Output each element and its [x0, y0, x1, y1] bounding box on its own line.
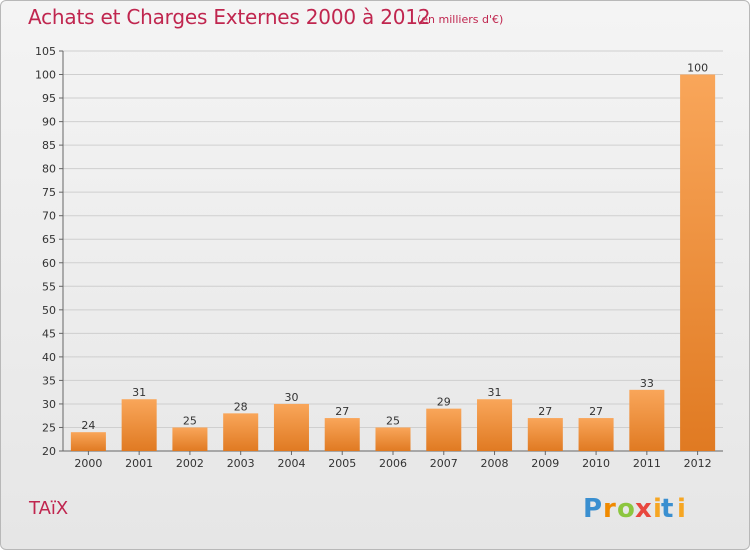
bar-2008: [477, 399, 513, 451]
y-tick-label: 45: [42, 327, 56, 340]
bar-2003: [223, 413, 259, 451]
x-tick-label: 2002: [176, 457, 204, 470]
x-tick-label: 2009: [531, 457, 559, 470]
bar-value-label: 100: [687, 62, 708, 75]
y-tick-label: 70: [42, 210, 56, 223]
x-tick-label: 2000: [74, 457, 102, 470]
y-tick-label: 65: [42, 233, 56, 246]
logo-letter-i-2: i: [677, 494, 686, 524]
label-layer: 24 31 25 28 30 27 25 29 31 27 27 33 100: [81, 62, 708, 433]
y-tick-label: 95: [42, 92, 56, 105]
y-tick-label: 75: [42, 186, 56, 199]
grid-layer: [63, 50, 723, 452]
x-tick-label: 2010: [582, 457, 610, 470]
logo-letter-i: i: [653, 494, 662, 524]
bar-value-label: 27: [589, 405, 603, 418]
bar-2006: [375, 427, 411, 451]
bar-2000: [70, 432, 106, 451]
y-tick-label: 60: [42, 257, 56, 270]
x-tick-label: 2008: [481, 457, 509, 470]
axis-layer: 20 25 30 35 40 45 50 55 60 65 70 75 80 85 90 95 100 105 20…: [35, 45, 723, 470]
y-tick-label: 80: [42, 163, 56, 176]
bar-value-label: 24: [81, 419, 95, 432]
bar-value-label: 31: [132, 386, 146, 399]
y-tick-label: 20: [42, 445, 56, 458]
y-tick-label: 50: [42, 304, 56, 317]
chart-subtitle: (en milliers d'€): [417, 13, 504, 26]
bar-value-label: 28: [234, 400, 248, 413]
bar-value-label: 31: [488, 386, 502, 399]
y-tick-label: 30: [42, 398, 56, 411]
bar-layer: [70, 74, 716, 451]
y-tick-label: 90: [42, 116, 56, 129]
y-tick-label: 85: [42, 139, 56, 152]
bar-2009: [527, 418, 563, 451]
bar-value-label: 30: [284, 391, 298, 404]
commune-name: TAïX: [29, 498, 69, 519]
bar-2011: [629, 389, 665, 451]
y-tick-label: 35: [42, 374, 56, 387]
y-tick-label: 105: [35, 45, 56, 58]
bar-value-label: 25: [183, 414, 197, 427]
y-tick-label: 100: [35, 69, 56, 82]
x-tick-label: 2012: [684, 457, 712, 470]
bar-2010: [578, 418, 614, 451]
bar-2002: [172, 427, 208, 451]
logo-letter-o: o: [617, 494, 635, 524]
x-tick-label: 2004: [277, 457, 305, 470]
logo-letter-x: x: [635, 494, 652, 524]
x-tick-label: 2001: [125, 457, 153, 470]
x-tick-label: 2006: [379, 457, 407, 470]
bar-value-label: 25: [386, 414, 400, 427]
logo-letter-r: r: [603, 494, 616, 524]
bar-value-label: 27: [335, 405, 349, 418]
bar-value-label: 29: [437, 396, 451, 409]
logo-letter-p: P: [583, 494, 602, 524]
x-tick-label: 2003: [227, 457, 255, 470]
y-tick-label: 25: [42, 421, 56, 434]
bar-2001: [121, 399, 157, 451]
x-tick-label: 2011: [633, 457, 661, 470]
x-tick-label: 2005: [328, 457, 356, 470]
x-tick-label: 2007: [430, 457, 458, 470]
proxiti-logo: P r o x i t i: [583, 494, 686, 524]
bar-value-label: 33: [640, 377, 654, 390]
bar-2007: [426, 408, 462, 451]
chart-title: Achats et Charges Externes 2000 à 2012: [28, 5, 431, 29]
logo-letter-t: t: [661, 494, 673, 524]
bar-2012: [680, 74, 716, 451]
y-tick-label: 40: [42, 351, 56, 364]
bar-2004: [273, 403, 309, 451]
bar-2005: [324, 418, 360, 451]
y-tick-label: 55: [42, 280, 56, 293]
bar-value-label: 27: [538, 405, 552, 418]
